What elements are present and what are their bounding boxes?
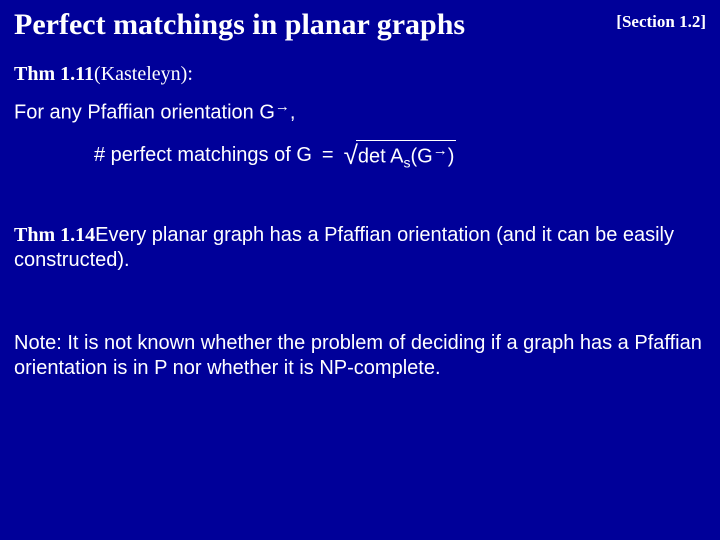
note: Note: It is not known whether the proble… (14, 331, 706, 381)
square-root: √ det As(G→) (344, 140, 457, 171)
theorem-2: Thm 1.14Every planar graph has a Pfaffia… (14, 223, 706, 273)
page-title: Perfect matchings in planar graphs (14, 8, 465, 41)
kasteleyn-equation: # perfect matchings of G = √ det As(G→) (94, 140, 706, 171)
orientation-arrow: → (275, 98, 290, 115)
radicand: det As(G→) (356, 140, 457, 171)
header-row: Perfect matchings in planar graphs [Sect… (14, 8, 706, 41)
premise-prefix: For any Pfaffian orientation G (14, 102, 275, 124)
paren-open-G: (G (410, 145, 432, 167)
theorem-1-premise: For any Pfaffian orientation G→, (14, 98, 706, 126)
equation-lhs: # perfect matchings of G (94, 144, 312, 167)
theorem-1-heading: Thm 1.11(Kasteleyn): (14, 63, 706, 86)
section-reference: [Section 1.2] (616, 12, 706, 32)
theorem-1-label: Thm 1.11 (14, 63, 94, 85)
det-text: det A (358, 145, 404, 167)
equals-sign: = (322, 144, 334, 167)
orientation-arrow-2: → (433, 142, 448, 159)
premise-suffix: , (290, 102, 296, 124)
theorem-1-attribution: (Kasteleyn): (94, 63, 193, 85)
theorem-2-label: Thm 1.14 (14, 224, 95, 246)
paren-close: ) (448, 145, 455, 167)
theorem-2-text: Every planar graph has a Pfaffian orient… (14, 224, 674, 271)
